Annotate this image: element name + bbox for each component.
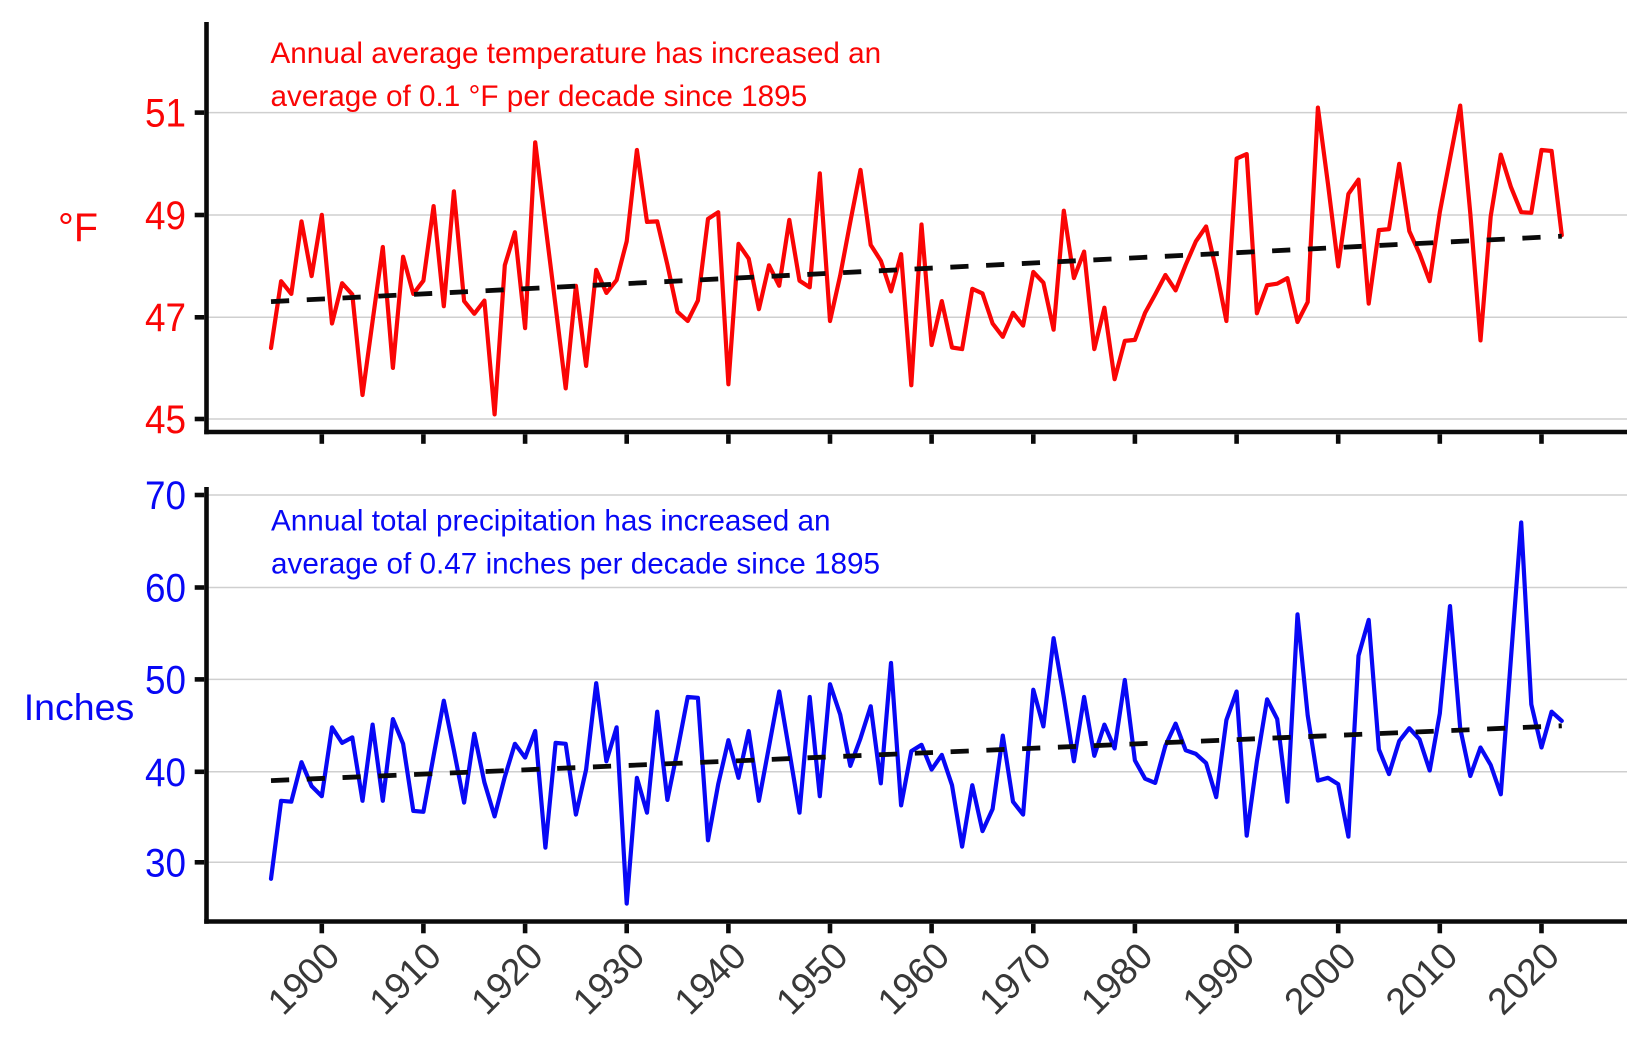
svg-text:average of 0.1 °F per decade s: average of 0.1 °F per decade since 1895 — [271, 80, 808, 113]
svg-text:51: 51 — [145, 92, 186, 136]
svg-text:40: 40 — [145, 751, 186, 795]
svg-text:Annual average temperature has: Annual average temperature has increased… — [271, 37, 882, 70]
svg-text:45: 45 — [145, 398, 186, 442]
svg-text:30: 30 — [145, 841, 186, 885]
svg-text:70: 70 — [145, 474, 186, 518]
svg-text:50: 50 — [145, 659, 186, 703]
svg-text:°F: °F — [58, 206, 98, 250]
svg-text:49: 49 — [145, 194, 186, 238]
svg-text:Inches: Inches — [24, 686, 135, 728]
svg-text:average of 0.47 inches per dec: average of 0.47 inches per decade since … — [271, 548, 880, 581]
svg-text:60: 60 — [145, 567, 186, 611]
svg-text:Annual total precipitation has: Annual total precipitation has increased… — [271, 504, 830, 537]
svg-text:47: 47 — [145, 296, 186, 340]
